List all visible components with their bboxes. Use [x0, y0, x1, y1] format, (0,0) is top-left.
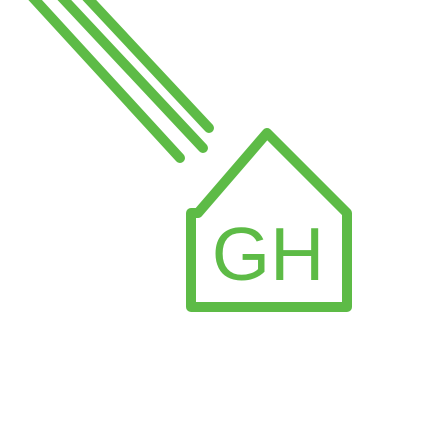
- diagonal-line-outer: [28, 0, 185, 163]
- house-outline-icon: [186, 128, 352, 312]
- monogram-text: GH: [212, 212, 325, 296]
- diagonal-line-inner: [82, 0, 214, 133]
- diagonal-line-middle: [57, 0, 208, 153]
- diagonal-lines-icon: [28, 0, 214, 163]
